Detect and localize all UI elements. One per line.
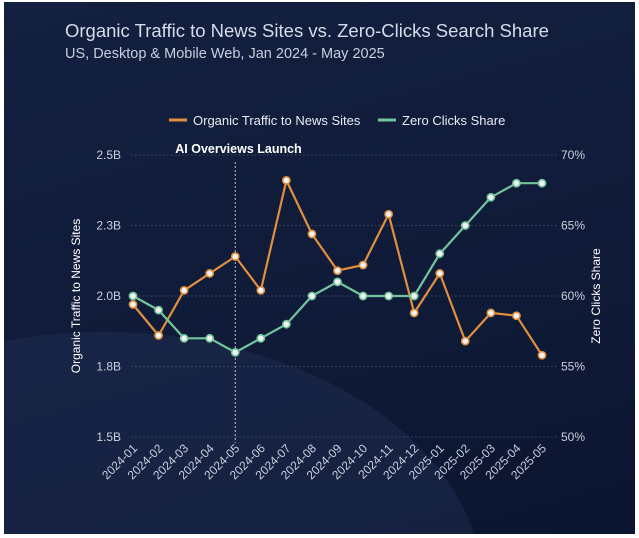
data-point-organic-traffic: [409, 308, 419, 318]
data-point-zero-clicks: [384, 291, 394, 301]
data-point-zero-clicks: [435, 249, 445, 259]
data-point-zero-clicks: [179, 333, 189, 343]
y2-axis-title: Zero Clicks Share: [589, 248, 603, 344]
data-point-zero-clicks: [358, 291, 368, 301]
line-chart: 2.5B2.3B2.0B1.8B1.5B70%65%60%55%50%2024-…: [69, 113, 603, 482]
data-point-organic-traffic: [358, 260, 368, 270]
data-point-zero-clicks: [307, 291, 317, 301]
data-point-zero-clicks: [333, 277, 342, 287]
data-point-zero-clicks: [537, 178, 547, 188]
y2-tick-label: 55%: [561, 360, 585, 374]
data-point-organic-traffic: [512, 311, 521, 321]
data-point-organic-traffic: [307, 229, 317, 239]
data-point-organic-traffic: [154, 331, 163, 340]
data-point-organic-traffic: [179, 285, 189, 295]
data-point-zero-clicks: [486, 192, 496, 202]
annotation-label: AI Overviews Launch: [175, 142, 301, 156]
data-point-zero-clicks: [460, 221, 470, 230]
data-point-zero-clicks: [230, 347, 240, 357]
data-point-organic-traffic: [281, 175, 291, 185]
y2-tick-label: 50%: [561, 430, 585, 444]
y2-tick-label: 60%: [561, 289, 585, 303]
data-point-zero-clicks: [154, 305, 163, 315]
chart-title: Organic Traffic to News Sites vs. Zero-C…: [65, 20, 549, 41]
chart-card: Organic Traffic to News Sites vs. Zero-C…: [4, 2, 635, 534]
data-point-organic-traffic: [256, 285, 266, 295]
data-point-zero-clicks: [409, 291, 419, 301]
data-point-zero-clicks: [512, 178, 521, 188]
y-tick-label: 2.3B: [96, 219, 121, 233]
data-point-organic-traffic: [205, 269, 215, 278]
data-point-organic-traffic: [460, 336, 470, 346]
legend-label: Zero Clicks Share: [402, 113, 505, 128]
data-point-organic-traffic: [435, 269, 445, 278]
chart-subtitle: US, Desktop & Mobile Web, Jan 2024 - May…: [65, 46, 385, 62]
data-point-organic-traffic: [230, 252, 240, 261]
y2-tick-label: 65%: [561, 219, 585, 233]
data-point-organic-traffic: [486, 308, 496, 318]
y-tick-label: 1.5B: [96, 430, 121, 444]
y-tick-label: 1.8B: [96, 360, 121, 374]
data-point-organic-traffic: [333, 266, 342, 276]
y-tick-label: 2.0B: [96, 289, 121, 303]
y-tick-label: 2.5B: [96, 148, 121, 162]
data-point-organic-traffic: [384, 209, 394, 219]
data-point-zero-clicks: [205, 333, 215, 343]
data-point-zero-clicks: [256, 333, 266, 343]
data-point-zero-clicks: [281, 319, 291, 329]
y-axis-title: Organic Traffic to News Sites: [69, 219, 83, 374]
data-point-organic-traffic: [537, 350, 547, 360]
y2-tick-label: 70%: [561, 148, 585, 162]
data-point-zero-clicks: [128, 291, 138, 301]
data-point-organic-traffic: [128, 300, 138, 309]
legend-label: Organic Traffic to News Sites: [193, 113, 361, 128]
